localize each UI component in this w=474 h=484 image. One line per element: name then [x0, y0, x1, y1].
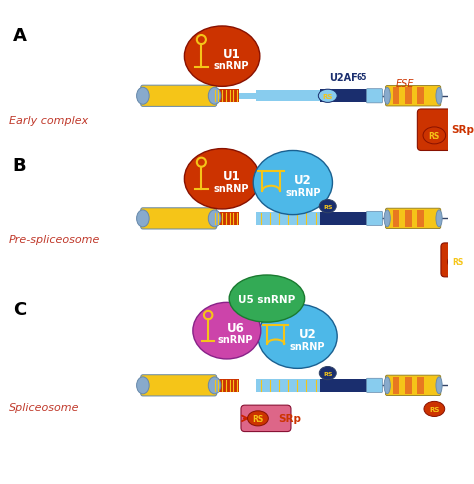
FancyBboxPatch shape — [366, 378, 383, 393]
FancyBboxPatch shape — [385, 376, 441, 396]
Text: U1: U1 — [223, 47, 240, 60]
Bar — [393, 377, 400, 394]
Ellipse shape — [208, 211, 221, 227]
Ellipse shape — [436, 88, 442, 105]
Text: RS: RS — [428, 132, 440, 140]
Text: snRNP: snRNP — [285, 188, 320, 198]
Text: snRNP: snRNP — [214, 183, 249, 194]
Text: RS: RS — [429, 406, 439, 412]
Ellipse shape — [319, 90, 337, 103]
Ellipse shape — [208, 377, 221, 394]
Text: U1: U1 — [223, 170, 240, 183]
Text: Early complex: Early complex — [9, 115, 88, 125]
Bar — [405, 211, 412, 227]
Ellipse shape — [137, 211, 149, 227]
Bar — [239, 377, 256, 394]
Text: 65: 65 — [356, 73, 366, 82]
Text: U2: U2 — [294, 173, 311, 186]
FancyBboxPatch shape — [366, 212, 383, 226]
Text: B: B — [13, 157, 27, 175]
Bar — [239, 211, 256, 227]
Bar — [418, 88, 424, 105]
Ellipse shape — [258, 304, 337, 369]
FancyBboxPatch shape — [441, 243, 474, 277]
Ellipse shape — [208, 88, 221, 105]
Text: Pre-spliceosome: Pre-spliceosome — [9, 235, 100, 245]
Ellipse shape — [247, 411, 268, 426]
Text: U5 snRNP: U5 snRNP — [238, 294, 295, 304]
Text: snRNP: snRNP — [290, 341, 325, 351]
Text: Spliceosome: Spliceosome — [9, 403, 80, 412]
Ellipse shape — [319, 367, 336, 380]
Bar — [256, 91, 320, 102]
Bar — [393, 211, 400, 227]
Text: A: A — [13, 27, 27, 45]
FancyBboxPatch shape — [366, 90, 383, 104]
Ellipse shape — [384, 211, 390, 227]
Text: RS: RS — [323, 371, 332, 376]
Ellipse shape — [436, 377, 442, 394]
Ellipse shape — [193, 302, 261, 359]
FancyBboxPatch shape — [141, 208, 217, 229]
Text: C: C — [13, 300, 26, 318]
FancyBboxPatch shape — [385, 209, 441, 229]
Text: SRp: SRp — [279, 413, 302, 424]
Bar — [405, 88, 412, 105]
Ellipse shape — [229, 275, 305, 322]
Bar — [405, 377, 412, 394]
Ellipse shape — [253, 151, 332, 215]
Text: ESE: ESE — [396, 78, 415, 89]
Ellipse shape — [184, 149, 260, 210]
Text: RS: RS — [252, 414, 264, 423]
Text: snRNP: snRNP — [218, 334, 253, 345]
Bar — [418, 211, 424, 227]
Ellipse shape — [423, 128, 446, 145]
Bar — [213, 90, 239, 103]
Bar — [393, 88, 400, 105]
Ellipse shape — [384, 88, 390, 105]
Bar — [239, 94, 256, 99]
Bar — [320, 379, 367, 392]
Text: U2: U2 — [299, 327, 316, 340]
Bar — [256, 379, 320, 392]
Bar — [418, 377, 424, 394]
Bar — [213, 212, 239, 226]
Ellipse shape — [319, 200, 336, 213]
Text: SRp: SRp — [451, 124, 474, 135]
FancyBboxPatch shape — [385, 87, 441, 107]
Text: snRNP: snRNP — [214, 61, 249, 71]
Text: RS: RS — [452, 258, 464, 267]
FancyBboxPatch shape — [141, 375, 217, 396]
Ellipse shape — [184, 27, 260, 87]
Ellipse shape — [137, 88, 149, 105]
Ellipse shape — [447, 255, 468, 270]
Bar — [320, 90, 367, 103]
Ellipse shape — [137, 377, 149, 394]
Text: RS: RS — [323, 204, 332, 209]
Ellipse shape — [436, 211, 442, 227]
Text: RS: RS — [323, 93, 333, 100]
FancyBboxPatch shape — [141, 86, 217, 107]
FancyBboxPatch shape — [241, 405, 291, 432]
Ellipse shape — [384, 377, 390, 394]
Bar — [213, 379, 239, 392]
FancyBboxPatch shape — [418, 110, 451, 151]
Bar — [320, 212, 367, 226]
Ellipse shape — [424, 402, 445, 417]
Bar — [256, 212, 320, 226]
Text: U6: U6 — [227, 322, 244, 334]
Text: U2AF: U2AF — [329, 73, 358, 83]
